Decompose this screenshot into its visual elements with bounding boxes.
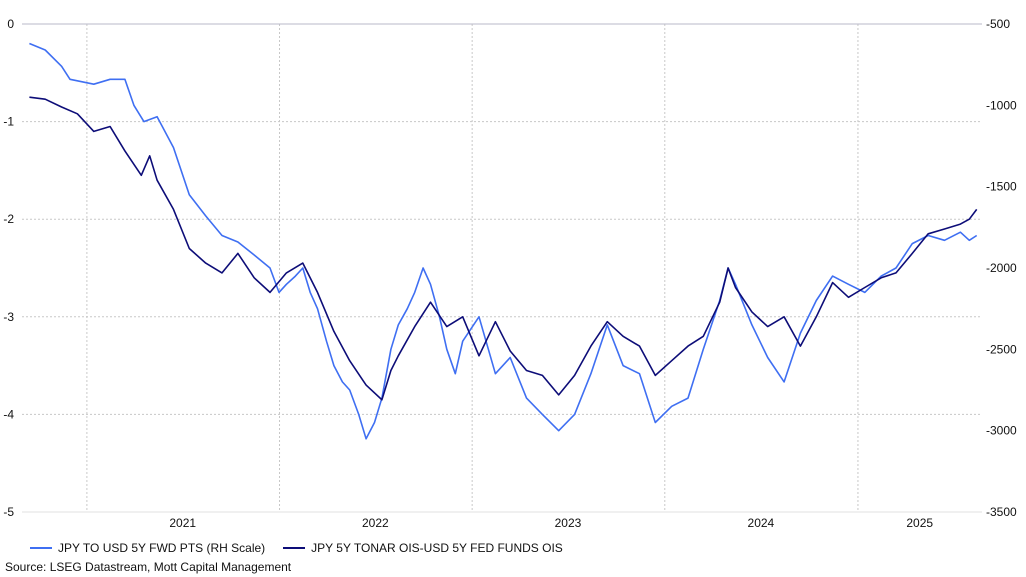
right-axis-tick-label: -1000 [986,98,1017,112]
left-axis-tick-label: 0 [7,17,14,31]
axes [22,23,982,513]
legend: JPY TO USD 5Y FWD PTS (RH Scale) JPY 5Y … [30,541,563,555]
left-axis-tick-label: -2 [3,212,14,226]
legend-item-fwd-pts: JPY TO USD 5Y FWD PTS (RH Scale) [30,541,265,555]
left-axis-tick-label: -1 [3,115,14,129]
x-axis-tick-label: 2021 [169,516,196,530]
x-axis-tick-label: 2024 [748,516,775,530]
legend-item-ois-spread: JPY 5Y TONAR OIS-USD 5Y FED FUNDS OIS [283,541,563,555]
left-axis-tick-label: -3 [3,310,14,324]
x-axis-tick-label: 2025 [906,516,933,530]
right-axis-tick-label: -500 [986,17,1010,31]
right-axis-tick-label: -2500 [986,342,1017,356]
legend-label-ois-spread: JPY 5Y TONAR OIS-USD 5Y FED FUNDS OIS [311,541,563,555]
tick-labels: 0 -1 -2 -3 -4 -5 -500 -1000 -1500 -2000 -2500 -3000… [3,17,1017,530]
series-line-ois-spread [29,96,978,401]
right-axis-tick-label: -3000 [986,424,1017,438]
right-axis-tick-label: -1500 [986,180,1017,194]
legend-label-fwd-pts: JPY TO USD 5Y FWD PTS (RH Scale) [58,541,266,555]
series-line-fwd-pts [29,42,978,440]
grid-lines [22,24,982,513]
legend-swatch-ois-spread [283,547,306,549]
series-layer [29,42,978,440]
chart-area: 0 -1 -2 -3 -4 -5 -500 -1000 -1500 -2000 -2500 -3000… [3,17,1017,530]
right-axis-tick-label: -2000 [986,261,1017,275]
right-axis-tick-label: -3500 [986,505,1017,519]
source-note: Source: LSEG Datastream, Mott Capital Ma… [5,560,292,574]
x-axis-tick-label: 2023 [555,516,582,530]
legend-swatch-fwd-pts [30,547,52,549]
left-axis-tick-label: -5 [3,505,14,519]
x-axis-tick-label: 2022 [362,516,389,530]
left-axis-tick-label: -4 [3,407,14,421]
